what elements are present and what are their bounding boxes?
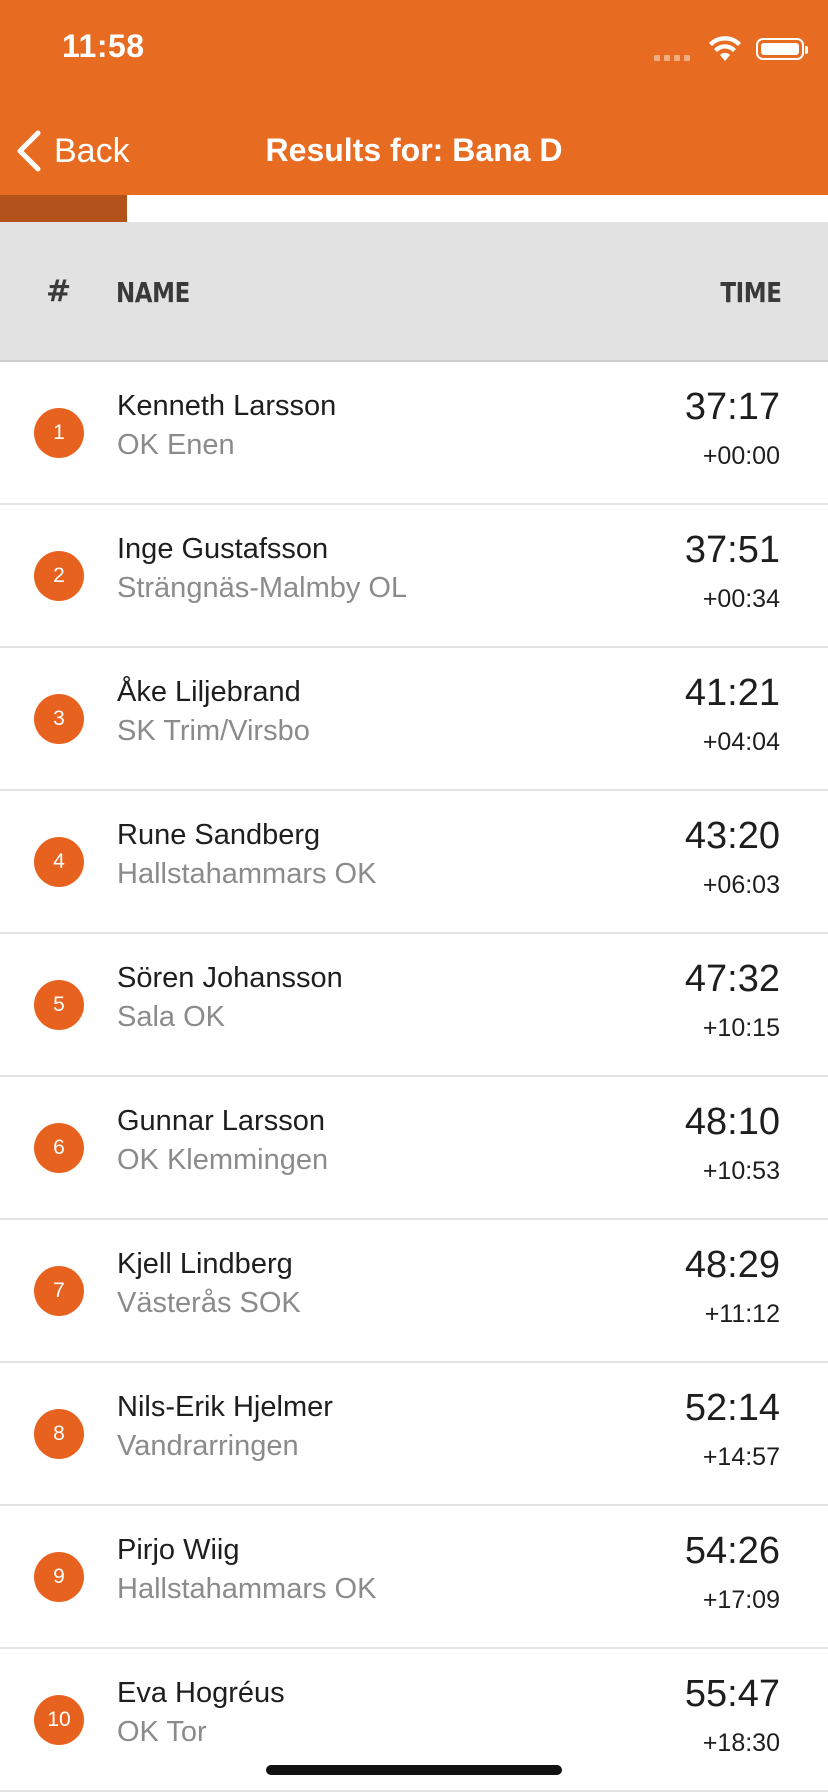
column-header-name: NAME [116,276,190,309]
time-behind: +18:30 [702,1729,780,1757]
club-name: Vandrarringen [117,1430,299,1462]
chevron-left-icon [17,130,41,172]
result-row[interactable]: 4 Rune Sandberg Hallstahammars OK 43:20 … [0,791,828,934]
result-row[interactable]: 7 Kjell Lindberg Västerås SOK 48:29 +11:… [0,1220,828,1363]
result-row[interactable]: 3 Åke Liljebrand SK Trim/Virsbo 41:21 +0… [0,648,828,791]
status-time: 11:58 [62,28,145,64]
finish-time: 48:29 [684,1244,780,1286]
rank-badge: 8 [34,1409,84,1459]
time-behind: +04:04 [702,728,780,756]
result-row[interactable]: 1 Kenneth Larsson OK Enen 37:17 +00:00 [0,362,828,505]
finish-time: 48:10 [684,1101,780,1143]
runner-name: Eva Hogréus [117,1677,285,1709]
club-name: Hallstahammars OK [117,858,377,890]
rank-badge: 4 [34,837,84,887]
home-indicator[interactable] [266,1765,562,1775]
wifi-icon [709,36,741,61]
time-behind: +00:00 [702,442,780,470]
time-behind: +00:34 [702,585,780,613]
rank-badge: 2 [34,551,84,601]
column-header-time: TIME [720,276,783,309]
time-behind: +06:03 [702,871,780,899]
finish-time: 37:51 [684,529,780,571]
navigation-bar: 11:58 Back Results for: Bana D [0,0,828,195]
finish-time: 52:14 [684,1387,780,1429]
rank-badge: 10 [34,1695,84,1745]
result-row[interactable]: 2 Inge Gustafsson Strängnäs-Malmby OL 37… [0,505,828,648]
battery-icon [756,38,808,60]
rank-badge: 7 [34,1266,84,1316]
rank-badge: 6 [34,1123,84,1173]
runner-name: Inge Gustafsson [117,533,329,565]
progress-bar [0,195,828,222]
result-row[interactable]: 10 Eva Hogréus OK Tor 55:47 +18:30 [0,1649,828,1792]
rank-badge: 9 [34,1552,84,1602]
club-name: Västerås SOK [117,1287,301,1319]
runner-name: Rune Sandberg [117,819,321,851]
result-row[interactable]: 8 Nils-Erik Hjelmer Vandrarringen 52:14 … [0,1363,828,1506]
club-name: OK Tor [117,1716,207,1748]
result-row[interactable]: 5 Sören Johansson Sala OK 47:32 +10:15 [0,934,828,1077]
finish-time: 41:21 [684,672,780,714]
club-name: Sala OK [117,1001,225,1033]
back-button[interactable]: Back [14,124,130,178]
finish-time: 37:17 [684,386,780,428]
finish-time: 54:26 [684,1530,780,1572]
finish-time: 47:32 [684,958,780,1000]
time-behind: +10:53 [702,1157,780,1185]
runner-name: Åke Liljebrand [117,676,301,708]
results-list: 1 Kenneth Larsson OK Enen 37:17 +00:00 2… [0,362,828,1792]
column-header-rank: # [46,274,72,309]
result-row[interactable]: 9 Pirjo Wiig Hallstahammars OK 54:26 +17… [0,1506,828,1649]
runner-name: Pirjo Wiig [117,1534,240,1566]
rank-badge: 3 [34,694,84,744]
club-name: Strängnäs-Malmby OL [117,572,408,604]
back-label: Back [54,131,130,170]
result-row[interactable]: 6 Gunnar Larsson OK Klemmingen 48:10 +10… [0,1077,828,1220]
finish-time: 55:47 [684,1673,780,1715]
progress-bar-fill [0,195,127,222]
runner-name: Kjell Lindberg [117,1248,293,1280]
club-name: OK Klemmingen [117,1144,329,1176]
cellular-signal-icon [654,37,690,61]
club-name: SK Trim/Virsbo [117,715,310,747]
finish-time: 43:20 [684,815,780,857]
runner-name: Nils-Erik Hjelmer [117,1391,333,1423]
time-behind: +17:09 [702,1586,780,1614]
table-header: # NAME TIME [0,222,828,362]
runner-name: Gunnar Larsson [117,1105,325,1137]
time-behind: +11:12 [704,1300,780,1328]
page-title: Results for: Bana D [265,132,563,168]
club-name: OK Enen [117,429,235,461]
rank-badge: 5 [34,980,84,1030]
rank-badge: 1 [34,408,84,458]
status-indicators [654,34,808,64]
runner-name: Sören Johansson [117,962,343,994]
runner-name: Kenneth Larsson [117,390,337,422]
club-name: Hallstahammars OK [117,1573,377,1605]
time-behind: +10:15 [702,1014,780,1042]
time-behind: +14:57 [702,1443,780,1471]
